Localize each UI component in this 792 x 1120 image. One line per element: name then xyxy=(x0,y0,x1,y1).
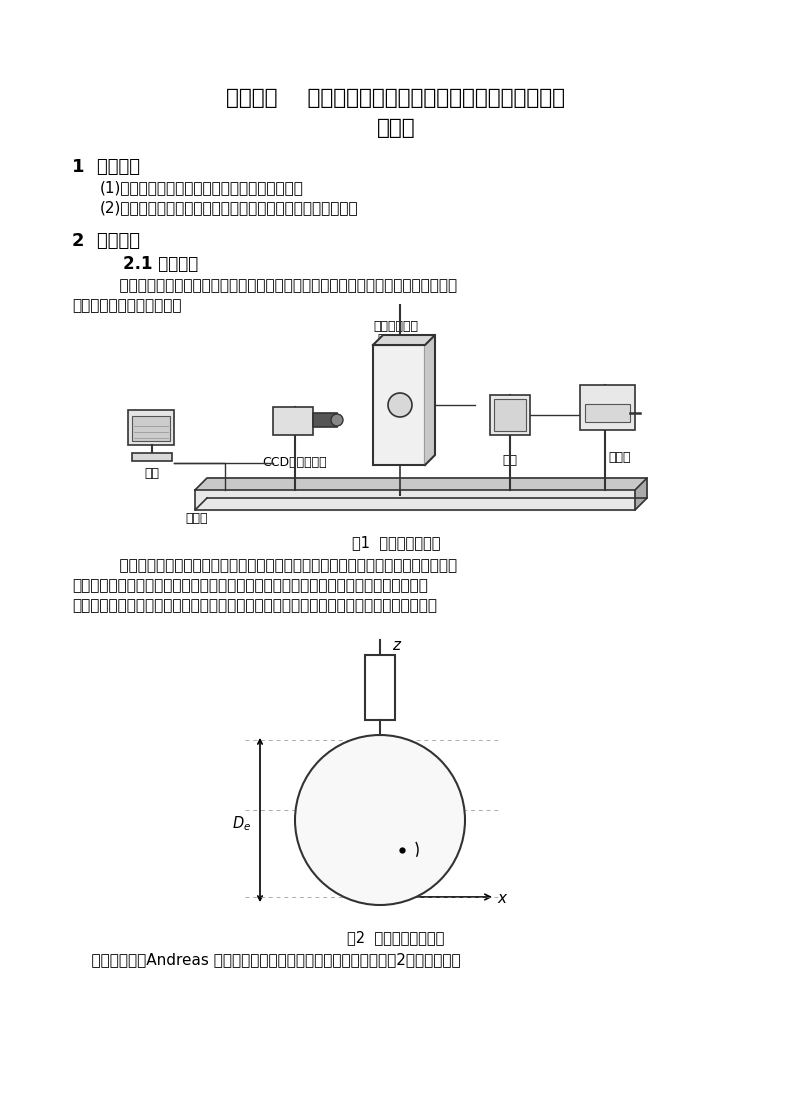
Text: 2  实验原理: 2 实验原理 xyxy=(72,232,140,250)
Circle shape xyxy=(388,393,412,417)
Bar xyxy=(365,655,395,720)
Text: x: x xyxy=(497,892,506,906)
Text: (1)熟悉滴体积法测定溶液动态表面张力的方法；: (1)熟悉滴体积法测定溶液动态表面张力的方法； xyxy=(100,180,304,195)
Bar xyxy=(373,345,425,465)
Polygon shape xyxy=(195,478,647,491)
Bar xyxy=(585,404,630,422)
Text: 2.1 仪器原理: 2.1 仪器原理 xyxy=(100,255,198,273)
Polygon shape xyxy=(373,335,435,345)
Bar xyxy=(494,399,526,431)
Bar xyxy=(490,395,530,435)
Bar xyxy=(132,452,172,461)
Text: 光源: 光源 xyxy=(502,454,517,467)
Bar xyxy=(273,407,313,435)
Polygon shape xyxy=(195,491,635,510)
Text: 目前表面张力测量手段有很多种，主要有毛细管上升法、旋转滴法、环法、最大气泡: 目前表面张力测量手段有很多种，主要有毛细管上升法、旋转滴法、环法、最大气泡 xyxy=(100,278,457,293)
Text: 基于该思想，Andreas 等人提出了一种简单的计算方法。他们取如图2所示坐标系，: 基于该思想，Andreas 等人提出了一种简单的计算方法。他们取如图2所示坐标系… xyxy=(72,952,461,967)
Text: 图2  悬滴法测量原理图: 图2 悬滴法测量原理图 xyxy=(348,930,444,945)
Text: 注射泵: 注射泵 xyxy=(609,451,631,464)
Text: 动力学: 动力学 xyxy=(377,118,415,138)
Text: $(x, z)$: $(x, z)$ xyxy=(405,855,438,869)
Text: 图1  实验装置示意图: 图1 实验装置示意图 xyxy=(352,535,440,550)
Text: CCD，放大镜头: CCD，放大镜头 xyxy=(263,456,327,469)
Text: z: z xyxy=(392,638,400,653)
Text: 外形主要取决于重力和表面张力的平衡。因此，通过对液滴外形的测定，即可推算出液体: 外形主要取决于重力和表面张力的平衡。因此，通过对液滴外形的测定，即可推算出液体 xyxy=(72,578,428,592)
Text: $D_e$: $D_e$ xyxy=(232,814,252,832)
Bar xyxy=(132,416,170,441)
Polygon shape xyxy=(635,478,647,510)
Ellipse shape xyxy=(295,735,465,905)
Bar xyxy=(313,413,337,427)
Text: 法、滴重法和滴体积法等。: 法、滴重法和滴体积法等。 xyxy=(72,298,181,312)
Text: 封闭玻璃空间: 封闭玻璃空间 xyxy=(374,320,418,333)
Text: 微机: 微机 xyxy=(144,467,159,480)
Circle shape xyxy=(331,414,343,426)
Text: 悬滴法测量表面张力的基本思想是：当液滴被静止悬挂在毛细管的管口处时，液滴的: 悬滴法测量表面张力的基本思想是：当液滴被静止悬挂在毛细管的管口处时，液滴的 xyxy=(100,558,457,573)
Text: $D_s$: $D_s$ xyxy=(413,799,431,816)
Text: 的表面张力；另外，若将液滴悬挂在另一不相溶溶液中，也可推算出两种液体的界面张力。: 的表面张力；另外，若将液滴悬挂在另一不相溶溶液中，也可推算出两种液体的界面张力。 xyxy=(72,598,437,613)
Bar xyxy=(580,385,635,430)
Text: 实验十八    表面活性剂水溶液动态表面张力的测定及吸附: 实验十八 表面活性剂水溶液动态表面张力的测定及吸附 xyxy=(227,88,565,108)
Text: 光具座: 光具座 xyxy=(185,512,208,525)
Bar xyxy=(128,410,174,445)
Text: $D_z$: $D_z$ xyxy=(336,820,354,839)
Text: 及金属细管: 及金属细管 xyxy=(377,333,415,346)
Text: 1  实验目的: 1 实验目的 xyxy=(72,158,140,176)
Polygon shape xyxy=(425,335,435,465)
Text: $\varphi$: $\varphi$ xyxy=(420,832,431,847)
Text: (2)掌握从动态表面张力数据研究吸附动力学规律的一般方法。: (2)掌握从动态表面张力数据研究吸附动力学规律的一般方法。 xyxy=(100,200,359,215)
